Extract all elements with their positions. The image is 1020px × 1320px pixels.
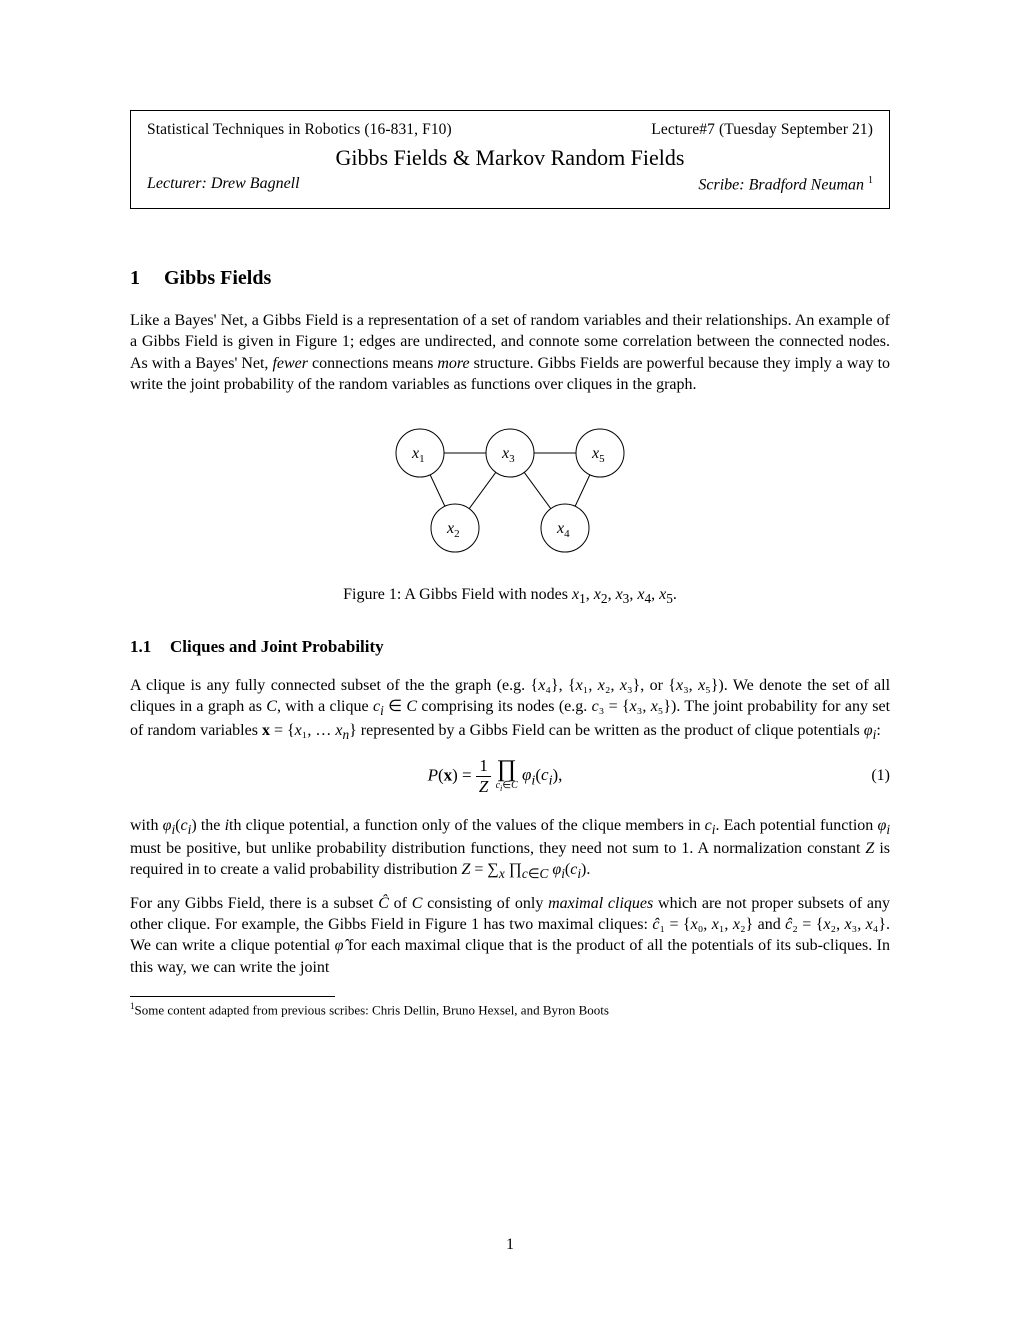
lecture-label: Lecture#7 (Tuesday September 21): [651, 121, 873, 139]
title-row-3: Lecturer: Drew Bagnell Scribe: Bradford …: [147, 175, 873, 194]
scribe-footnote-mark: 1: [868, 175, 873, 186]
figure-1-caption: Figure 1: A Gibbs Field with nodes x1, x…: [130, 586, 890, 607]
page: Statistical Techniques in Robotics (16-8…: [0, 0, 1020, 1320]
title-row-1: Statistical Techniques in Robotics (16-8…: [147, 121, 873, 139]
footnote-text: Some content adapted from previous scrib…: [135, 1002, 609, 1017]
subsection-number: 1.1: [130, 637, 170, 657]
footnote-rule: [130, 996, 335, 997]
section11-para2: with φi(ci) the ith clique potential, a …: [130, 815, 890, 884]
figure-1-svg: x1x3x5x2x4: [370, 413, 650, 563]
scribe-text: Scribe: Bradford Neuman: [698, 176, 864, 193]
scribe-label: Scribe: Bradford Neuman 1: [698, 175, 873, 194]
equation-1: P(x) = 1Z ∏ci∈C φi(ci), (1): [130, 756, 890, 797]
course-label: Statistical Techniques in Robotics (16-8…: [147, 121, 452, 139]
lecturer-label: Lecturer: Drew Bagnell: [147, 175, 300, 193]
section-title: Gibbs Fields: [164, 267, 271, 289]
footnote-1: 1Some content adapted from previous scri…: [130, 1001, 890, 1019]
subsection-title: Cliques and Joint Probability: [170, 637, 384, 656]
section11-para1: A clique is any fully connected subset o…: [130, 675, 890, 744]
lecture-title: Gibbs Fields & Markov Random Fields: [147, 145, 873, 171]
equation-1-number: (1): [860, 767, 890, 785]
equation-1-body: P(x) = 1Z ∏ci∈C φi(ci),: [130, 756, 860, 797]
section11-para3: For any Gibbs Field, there is a subset Ĉ…: [130, 893, 890, 977]
title-box: Statistical Techniques in Robotics (16-8…: [130, 110, 890, 209]
figure-1: x1x3x5x2x4: [130, 413, 890, 568]
section-number: 1: [130, 267, 164, 290]
subsection-heading-11: 1.1Cliques and Joint Probability: [130, 637, 890, 657]
page-number: 1: [0, 1236, 1020, 1254]
section1-para1: Like a Bayes' Net, a Gibbs Field is a re…: [130, 310, 890, 394]
section-heading-1: 1Gibbs Fields: [130, 267, 890, 290]
